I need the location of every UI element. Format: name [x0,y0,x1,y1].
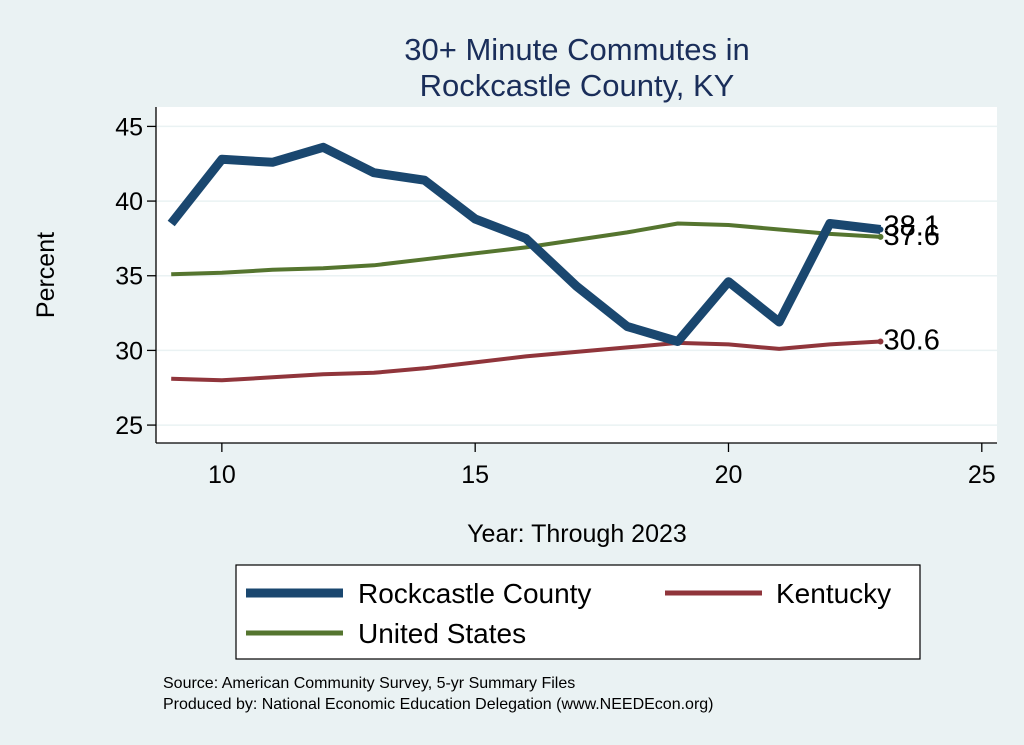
legend-label-united-states: United States [358,618,526,649]
end-label-united-states: 37.6 [883,220,939,252]
x-tick-label-20: 20 [715,461,743,489]
series-line-united-states [171,221,881,277]
legend-box [235,564,921,660]
y-axis-title: Percent [32,232,60,318]
chart-title-line-1: 30+ Minute Commutes in [404,32,749,67]
x-tick-label-25: 25 [968,461,996,489]
source-note: Source: American Community Survey, 5-yr … [163,675,575,692]
y-tick-label-25: 25 [115,412,143,440]
legend-label-rockcastle-county: Rockcastle County [358,578,591,609]
chart-title-line-2: Rockcastle County, KY [420,68,735,103]
series-group [167,142,882,383]
producer-note: Produced by: National Economic Education… [163,696,714,713]
y-tick-label-35: 35 [115,263,143,291]
end-label-kentucky: 30.6 [883,324,939,356]
x-tick-label-10: 10 [208,461,236,489]
axes: 25 30 35 40 45 10 15 20 25 [115,107,997,489]
end-marker-united-states [877,233,884,240]
y-tick-label-40: 40 [115,188,143,216]
x-tick-label-15: 15 [461,461,489,489]
end-marker-kentucky [877,338,884,345]
y-tick-label-30: 30 [115,337,143,365]
end-marker-rockcastle-county [877,226,884,233]
end-labels: 38.1 30.6 37.6 [877,210,940,356]
y-tick-label-45: 45 [115,113,143,141]
series-line-kentucky [171,339,881,383]
end-label-rockcastle-county: 38.1 [883,210,939,242]
x-axis-title: Year: Through 2023 [467,520,687,548]
legend: Rockcastle County Kentucky United States [235,564,921,660]
series-line-rockcastle-county [167,142,882,346]
legend-label-kentucky: Kentucky [776,578,891,609]
